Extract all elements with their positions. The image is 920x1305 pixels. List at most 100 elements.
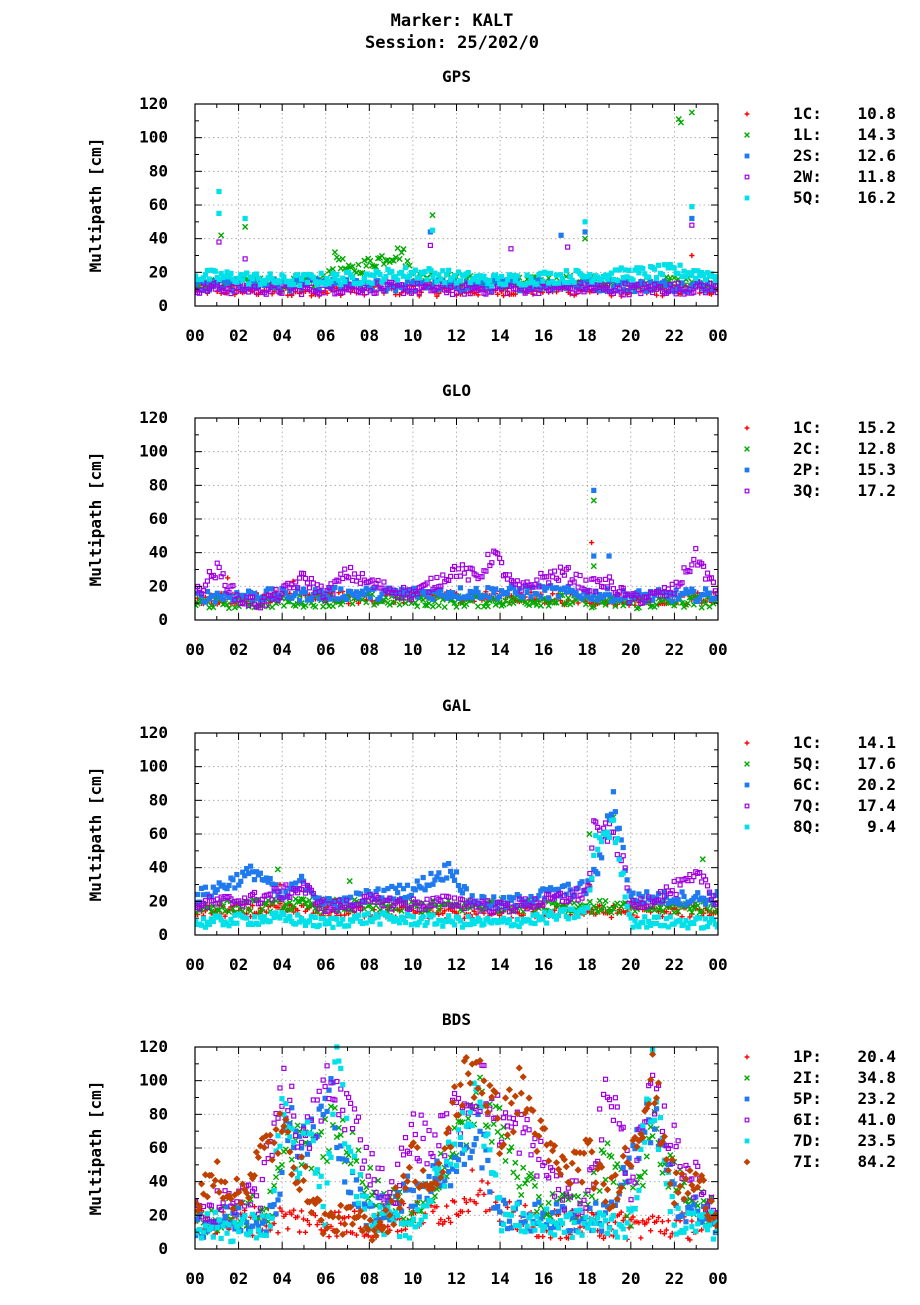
data-point xyxy=(691,589,696,594)
x-tick-label: 10 xyxy=(403,326,422,345)
data-point xyxy=(248,864,253,869)
data-point xyxy=(485,1180,490,1185)
x-tick-label: 04 xyxy=(273,326,292,345)
data-point xyxy=(340,256,345,261)
x-tick-label: 16 xyxy=(534,640,553,659)
data-point xyxy=(305,280,310,285)
data-point xyxy=(546,1200,551,1205)
x-tick-label: 12 xyxy=(447,640,466,659)
data-point xyxy=(234,872,239,877)
data-point xyxy=(299,874,304,879)
data-point xyxy=(611,587,615,591)
data-point xyxy=(715,592,719,596)
legend-label: 1C: xyxy=(793,733,822,752)
data-point xyxy=(348,1190,353,1195)
data-point xyxy=(715,274,720,279)
legend-value: 17.2 xyxy=(857,481,896,500)
data-point xyxy=(536,1194,541,1199)
legend-entry: 2W:11.8 xyxy=(745,167,896,186)
data-point xyxy=(501,895,506,900)
data-point xyxy=(544,920,549,925)
data-point xyxy=(591,553,596,558)
legend-value: 14.3 xyxy=(857,125,896,144)
legend-value: 17.6 xyxy=(857,754,896,773)
data-point xyxy=(611,789,616,794)
data-point xyxy=(656,263,661,268)
data-point xyxy=(421,914,426,919)
data-point xyxy=(689,1219,694,1224)
y-tick-label: 0 xyxy=(158,296,168,315)
data-point xyxy=(644,889,649,894)
data-point xyxy=(462,571,466,575)
data-point xyxy=(660,1219,665,1224)
data-point xyxy=(489,1139,494,1144)
legend-label: 1C: xyxy=(793,418,822,437)
data-point xyxy=(430,597,435,602)
data-point xyxy=(462,1162,467,1167)
legend-value: 15.2 xyxy=(857,418,896,437)
data-point xyxy=(364,263,369,268)
data-point xyxy=(238,879,243,884)
data-point xyxy=(700,857,705,862)
data-point xyxy=(225,575,230,580)
x-tick-label: 14 xyxy=(490,640,509,659)
x-tick-label: 12 xyxy=(447,955,466,974)
data-point xyxy=(424,277,429,282)
data-point xyxy=(464,886,469,891)
y-axis-label: Multipath [cm] xyxy=(86,452,105,587)
data-point xyxy=(332,250,337,255)
y-tick-label: 60 xyxy=(149,195,168,214)
data-point xyxy=(244,915,249,920)
data-point xyxy=(623,894,628,899)
data-point xyxy=(342,1179,347,1184)
data-point xyxy=(436,870,441,875)
data-point xyxy=(528,275,533,280)
data-point xyxy=(446,268,451,273)
data-point xyxy=(324,1109,329,1114)
x-tick-label: 02 xyxy=(229,955,248,974)
data-point xyxy=(368,258,373,263)
x-tick-label: 06 xyxy=(316,640,335,659)
data-point xyxy=(428,243,432,247)
data-point xyxy=(448,1183,453,1188)
legend-label: 2C: xyxy=(793,439,822,458)
data-point xyxy=(605,830,610,835)
data-point xyxy=(340,917,345,922)
legend-marker xyxy=(745,154,750,159)
data-point xyxy=(575,1194,580,1199)
data-point xyxy=(240,278,245,283)
data-point xyxy=(556,281,561,286)
data-point xyxy=(430,912,435,917)
data-point xyxy=(205,579,209,583)
legend-label: 2S: xyxy=(793,146,822,165)
data-point xyxy=(309,577,313,581)
x-tick-label: 16 xyxy=(534,326,553,345)
data-point xyxy=(556,1209,561,1214)
data-point xyxy=(640,1183,645,1188)
data-point xyxy=(644,1154,649,1159)
data-point xyxy=(452,922,457,927)
data-point xyxy=(662,279,667,284)
data-point xyxy=(430,228,435,233)
data-point xyxy=(309,597,314,602)
data-point xyxy=(444,875,449,880)
data-point xyxy=(650,1214,655,1219)
x-tick-label: 22 xyxy=(665,955,684,974)
x-tick-label: 08 xyxy=(360,640,379,659)
data-point xyxy=(285,1226,290,1231)
x-tick-label: 06 xyxy=(316,326,335,345)
legend-marker xyxy=(745,196,750,201)
data-point xyxy=(453,896,457,900)
data-point xyxy=(625,886,629,890)
data-point xyxy=(617,826,622,831)
data-point xyxy=(366,911,371,916)
data-point xyxy=(344,1158,349,1163)
data-point xyxy=(558,1236,563,1241)
data-point xyxy=(435,576,439,580)
data-point xyxy=(213,269,218,274)
legend-marker xyxy=(745,112,750,117)
data-point xyxy=(370,281,375,286)
y-axis-label: Multipath [cm] xyxy=(86,138,105,273)
